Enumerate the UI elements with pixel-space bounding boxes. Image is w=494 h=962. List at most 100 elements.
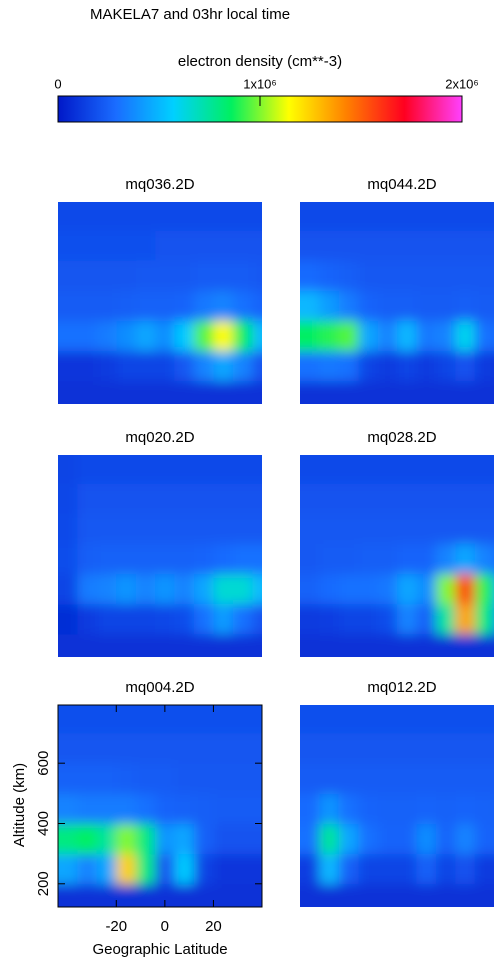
heatmap-cell: [174, 513, 195, 544]
heatmap: [300, 202, 494, 404]
heatmap-cell: [455, 763, 476, 794]
heatmap-cell: [58, 202, 78, 231]
colorbar-tick-label: 2x10⁶: [445, 76, 479, 91]
heatmap-cell: [232, 823, 253, 855]
heatmap-cell: [416, 823, 437, 855]
heatmap-cell: [135, 733, 156, 764]
heatmap-cell: [116, 483, 137, 514]
heatmap-cell: [155, 260, 176, 291]
heatmap-cell: [77, 705, 98, 734]
heatmap-cell: [358, 260, 379, 291]
heatmap-cell: [77, 543, 98, 574]
heatmap-cell: [455, 350, 476, 382]
heatmap-cell: [252, 883, 262, 907]
heatmap-cell: [155, 320, 176, 352]
heatmap-cell: [135, 543, 156, 574]
heatmap-cell: [300, 290, 320, 321]
x-axis-label: Geographic Latitude: [92, 941, 227, 958]
colorbar-tick-label: 0: [54, 76, 61, 91]
heatmap-cell: [338, 793, 359, 824]
heatmap-cell: [155, 350, 176, 382]
heatmap-cell: [358, 793, 379, 824]
heatmap: [58, 455, 262, 657]
heatmap-cell: [474, 603, 494, 635]
heatmap-cell: [252, 853, 262, 885]
heatmap-cell: [416, 793, 437, 824]
heatmap-cell: [213, 733, 234, 764]
panel: [58, 705, 262, 907]
heatmap-cell: [416, 202, 437, 231]
heatmap-cell: [397, 455, 418, 484]
heatmap-cell: [436, 733, 456, 764]
heatmap-cell: [213, 853, 234, 885]
heatmap-cell: [194, 350, 214, 382]
y-tick-label: 600: [35, 751, 52, 776]
heatmap-cell: [377, 290, 398, 321]
heatmap: [300, 705, 494, 907]
heatmap-cell: [416, 290, 437, 321]
heatmap-cell: [213, 455, 234, 484]
heatmap-cell: [116, 230, 137, 261]
heatmap-cell: [194, 705, 214, 734]
heatmap-cell: [232, 853, 253, 885]
heatmap-cell: [155, 513, 176, 544]
heatmap-cell: [436, 853, 456, 885]
y-tick-label: 200: [35, 871, 52, 896]
heatmap-cell: [213, 483, 234, 514]
heatmap-cell: [174, 380, 195, 404]
heatmap-cell: [116, 350, 137, 382]
heatmap-cell: [338, 733, 359, 764]
heatmap-cell: [319, 483, 340, 514]
heatmap-cell: [77, 633, 98, 657]
heatmap-cell: [116, 763, 137, 794]
heatmap-cell: [377, 733, 398, 764]
heatmap-cell: [474, 290, 494, 321]
heatmap-cell: [77, 853, 98, 885]
heatmap-cell: [397, 603, 418, 635]
heatmap-cell: [232, 603, 253, 635]
heatmap-cell: [455, 513, 476, 544]
heatmap-cell: [96, 455, 117, 484]
heatmap-cell: [397, 763, 418, 794]
heatmap-cell: [232, 793, 253, 824]
y-tick-label: 400: [35, 811, 52, 836]
heatmap-cell: [455, 853, 476, 885]
heatmap-cell: [232, 290, 253, 321]
panel: [300, 705, 494, 907]
heatmap-cell: [455, 260, 476, 291]
heatmap-cell: [174, 603, 195, 635]
heatmap-cell: [174, 543, 195, 574]
heatmap-cell: [300, 763, 320, 794]
heatmap-cell: [455, 202, 476, 231]
heatmap-cell: [377, 853, 398, 885]
heatmap-cell: [358, 603, 379, 635]
heatmap-cell: [194, 823, 214, 855]
heatmap-cell: [58, 853, 78, 885]
heatmap-cell: [135, 513, 156, 544]
heatmap-cell: [474, 705, 494, 734]
heatmap-cell: [358, 633, 379, 657]
heatmap-cell: [116, 455, 137, 484]
heatmap-cell: [116, 853, 137, 885]
heatmap-cell: [58, 290, 78, 321]
heatmap-cell: [232, 202, 253, 231]
heatmap-cell: [77, 320, 98, 352]
heatmap-cell: [397, 853, 418, 885]
heatmap-cell: [455, 603, 476, 635]
heatmap-cell: [358, 705, 379, 734]
heatmap-cell: [338, 543, 359, 574]
heatmap-cell: [77, 483, 98, 514]
heatmap-cell: [300, 513, 320, 544]
heatmap-cell: [397, 573, 418, 605]
heatmap-cell: [174, 202, 195, 231]
heatmap-cell: [474, 633, 494, 657]
heatmap-cell: [397, 320, 418, 352]
heatmap-cell: [58, 483, 78, 514]
heatmap-cell: [77, 380, 98, 404]
heatmap-cell: [77, 733, 98, 764]
heatmap-cell: [338, 763, 359, 794]
heatmap-cell: [194, 573, 214, 605]
heatmap-cell: [300, 543, 320, 574]
heatmap-cell: [58, 883, 78, 907]
heatmap-cell: [135, 705, 156, 734]
